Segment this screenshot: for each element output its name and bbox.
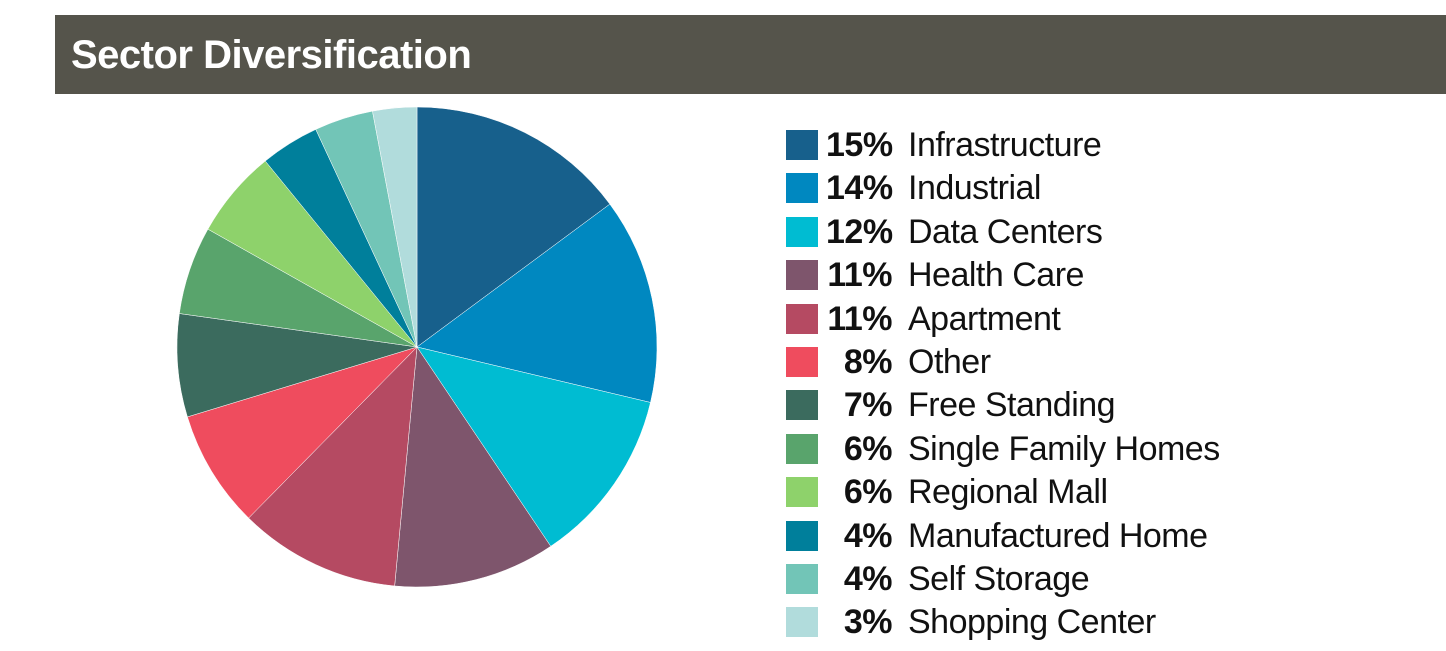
legend-label: Shopping Center — [908, 603, 1156, 642]
pie-chart — [170, 100, 664, 594]
legend-percent: 11% — [827, 256, 892, 295]
legend-item: 7% Free Standing — [786, 384, 1346, 427]
legend-label: Self Storage — [908, 559, 1090, 598]
legend-label: Infrastructure — [908, 126, 1102, 164]
legend-label: Free Standing — [908, 386, 1116, 425]
legend-label: Apartment — [908, 299, 1061, 338]
legend-swatch — [786, 607, 818, 638]
legend-percent: 6% — [843, 473, 893, 512]
pie-slice-other — [187, 346, 418, 519]
legend-percent: 6% — [843, 429, 893, 468]
legend-swatch — [786, 346, 818, 377]
chart-header: Sector Diversification — [55, 15, 1446, 94]
legend-item: 3% Shopping Center — [786, 601, 1346, 644]
pie-slice-free-standing — [176, 313, 418, 418]
legend-swatch — [786, 520, 818, 551]
legend-swatch — [786, 173, 818, 204]
legend-percent: 12% — [826, 212, 893, 251]
chart-legend: 15% Infrastructure 14% Industrial 12% Data Ce… — [786, 124, 1346, 645]
legend-item: 15% Infrastructure — [786, 124, 1346, 167]
legend-item: 4% Manufactured Home — [786, 515, 1346, 558]
pie-slice-industrial — [416, 203, 658, 403]
legend-item: 12% Data Centers — [786, 211, 1346, 254]
legend-item: 14% Industrial — [786, 167, 1346, 210]
legend-label: Other — [908, 342, 991, 381]
legend-label: Data Centers — [908, 212, 1103, 251]
legend-swatch — [786, 563, 818, 594]
pie-slice-apartment — [248, 346, 418, 587]
legend-swatch — [786, 303, 818, 334]
legend-swatch — [786, 477, 818, 508]
legend-percent: 11% — [827, 299, 892, 338]
legend-label: Regional Mall — [908, 473, 1108, 512]
legend-percent: 4% — [843, 559, 893, 598]
legend-swatch — [786, 260, 818, 291]
legend-item: 6% Single Family Homes — [786, 428, 1346, 471]
legend-swatch — [786, 433, 818, 464]
legend-percent: 15% — [826, 126, 893, 164]
legend-item: 4% Self Storage — [786, 558, 1346, 601]
legend-item: 11% Health Care — [786, 254, 1346, 297]
legend-swatch — [786, 390, 818, 421]
pie-slice-infrastructure — [416, 106, 611, 348]
pie-slice-health-care — [394, 346, 552, 588]
legend-label: Health Care — [908, 256, 1084, 295]
legend-item: 8% Other — [786, 341, 1346, 384]
legend-percent: 14% — [826, 169, 893, 208]
legend-swatch — [786, 216, 818, 247]
pie-slice-data-centers — [416, 346, 651, 547]
pie-chart-svg — [176, 106, 658, 588]
pie-slice-shopping-center — [372, 106, 418, 348]
legend-swatch — [786, 130, 818, 160]
chart-title: Sector Diversification — [71, 33, 472, 77]
legend-percent: 3% — [843, 603, 893, 642]
legend-percent: 4% — [843, 516, 893, 555]
legend-item: 6% Regional Mall — [786, 471, 1346, 514]
legend-label: Industrial — [908, 169, 1041, 208]
legend-label: Single Family Homes — [908, 429, 1220, 468]
legend-label: Manufactured Home — [908, 516, 1208, 555]
legend-percent: 8% — [843, 342, 893, 381]
legend-item: 11% Apartment — [786, 298, 1346, 341]
legend-percent: 7% — [843, 386, 893, 425]
